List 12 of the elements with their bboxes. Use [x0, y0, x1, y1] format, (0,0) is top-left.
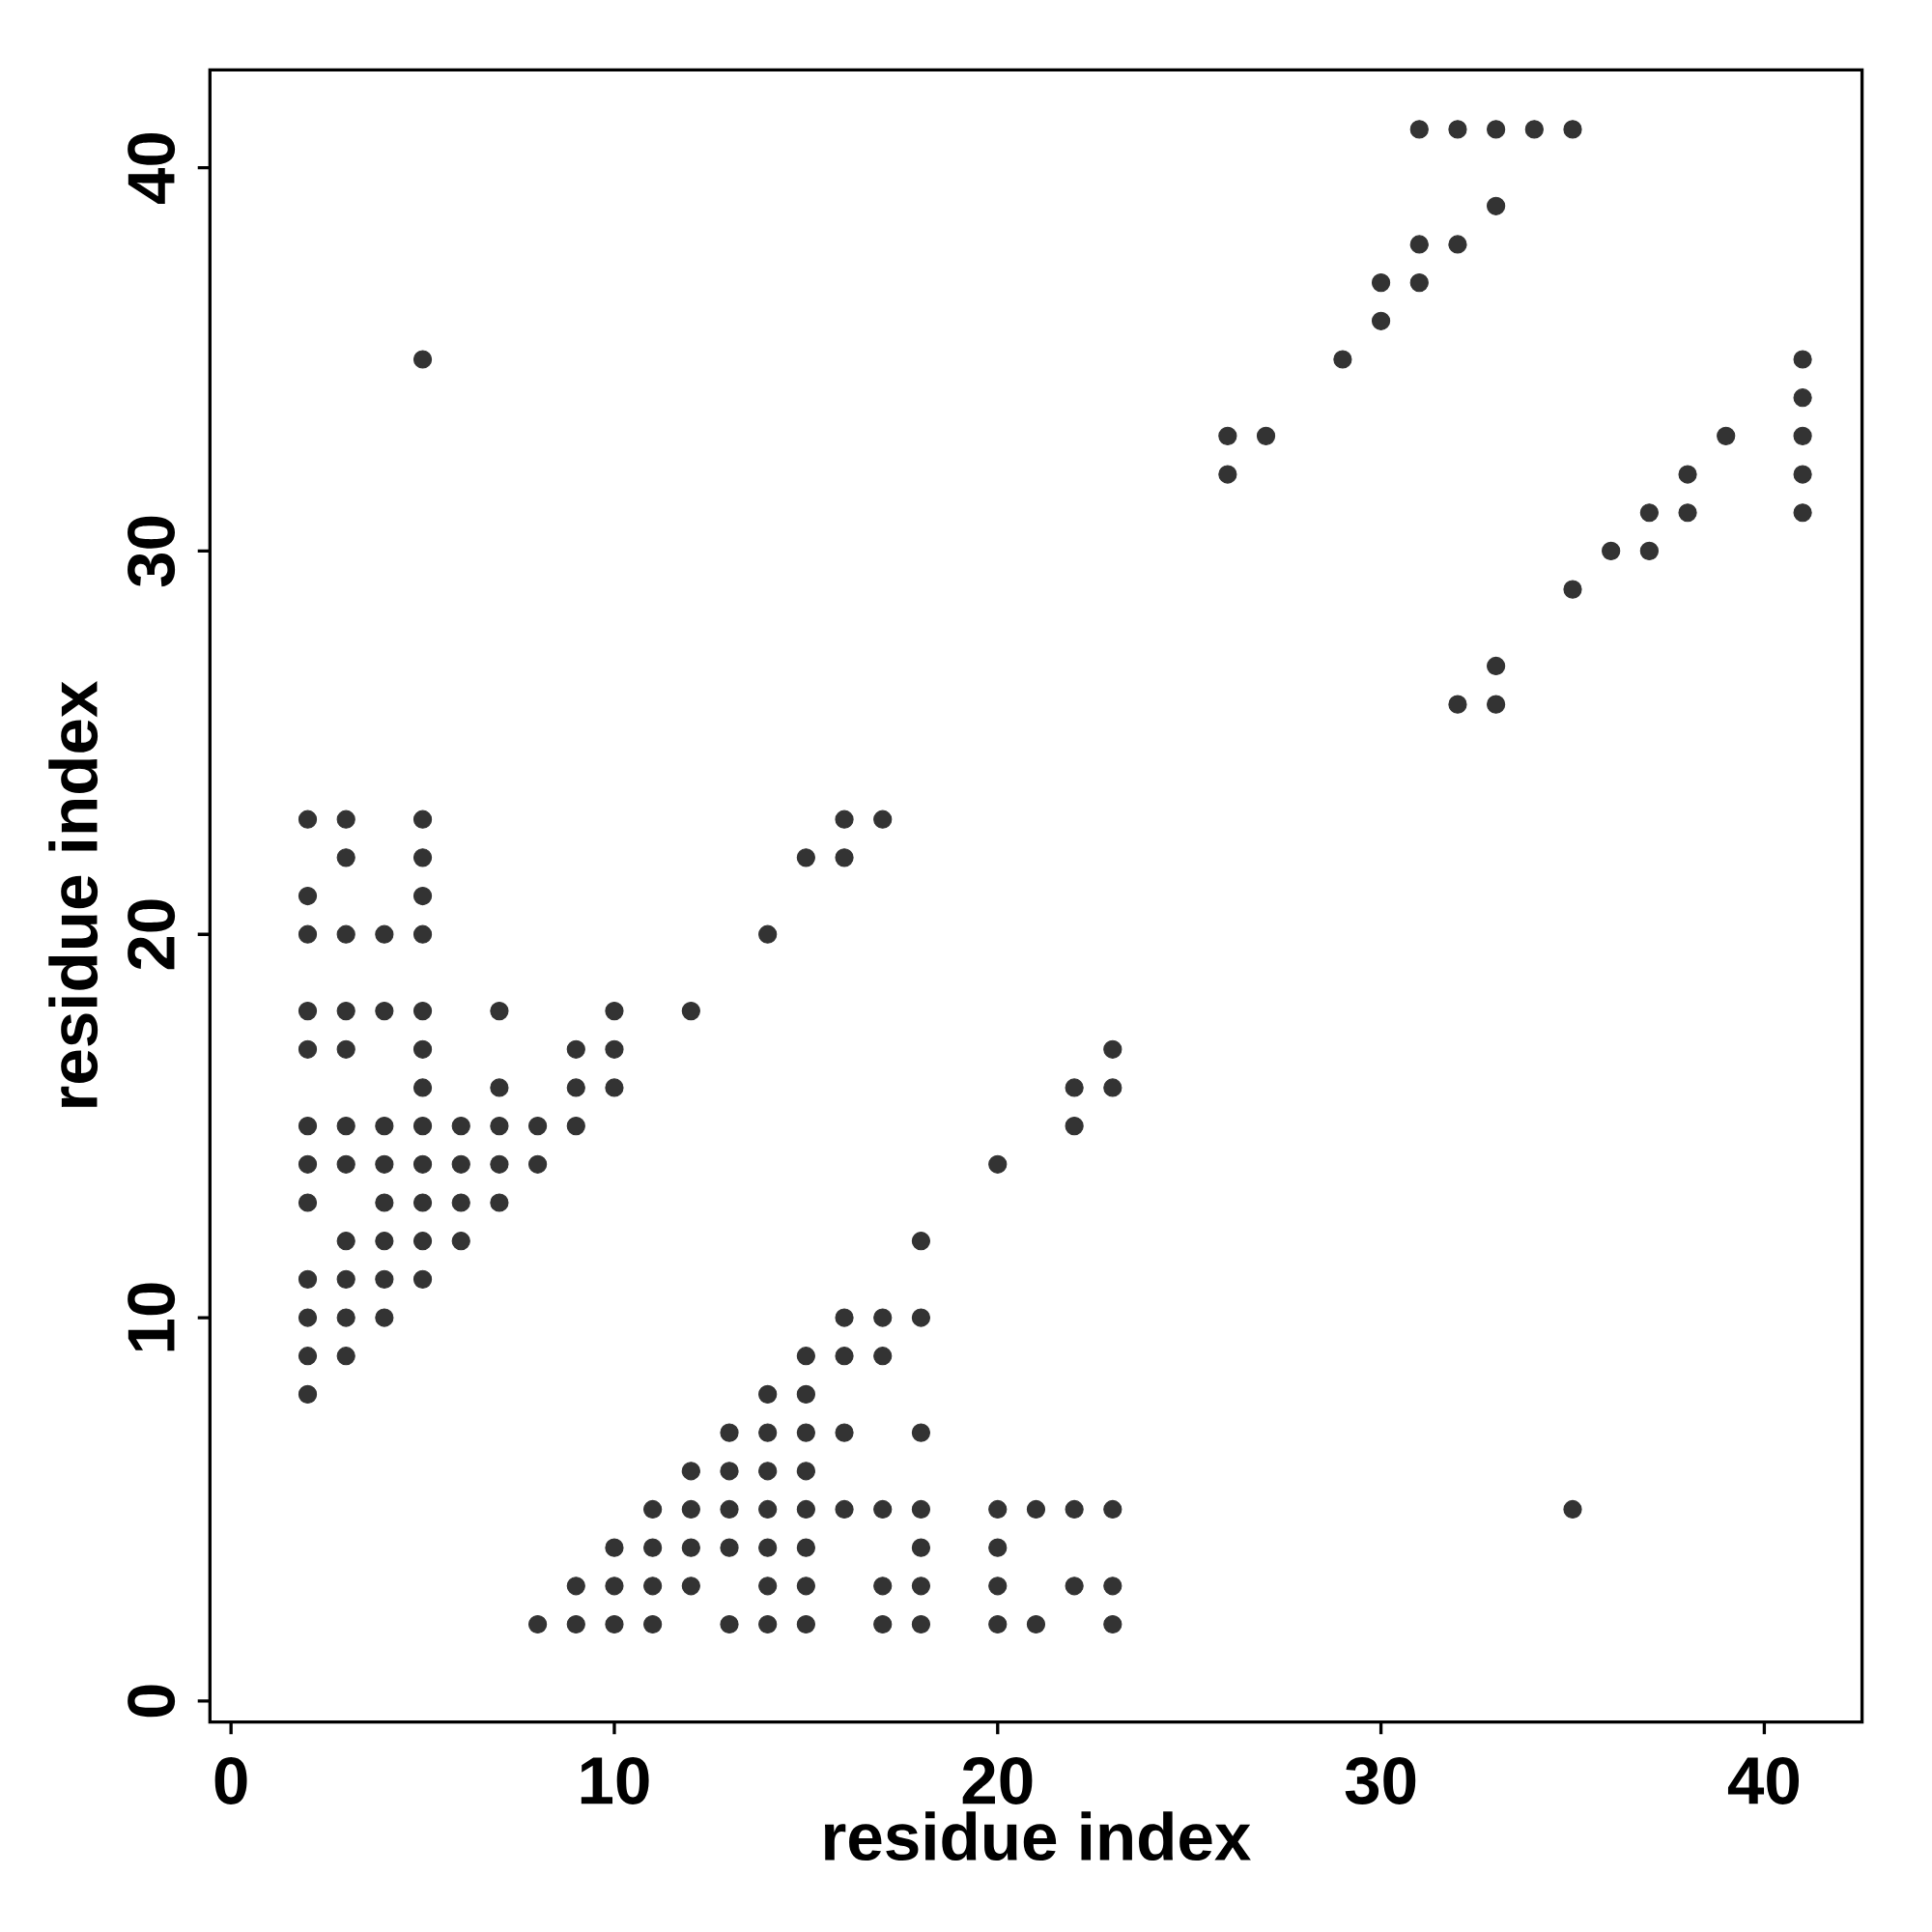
- y-tick-label: 0: [128, 1685, 176, 1718]
- x-tick-label: 20: [962, 1756, 1033, 1804]
- y-tick-label: 20: [128, 899, 176, 970]
- y-tick-label: 10: [128, 1283, 176, 1351]
- x-tick-label: 10: [581, 1756, 649, 1804]
- x-tick-label: 30: [1345, 1756, 1416, 1804]
- x-axis-title: residue index: [825, 1811, 1251, 1861]
- y-tick-label: 30: [128, 516, 176, 587]
- x-tick-label: 0: [214, 1756, 247, 1804]
- x-tick-label: 40: [1727, 1756, 1800, 1804]
- y-tick-label: 40: [128, 132, 176, 205]
- y-axis-title: residue index: [48, 681, 99, 1107]
